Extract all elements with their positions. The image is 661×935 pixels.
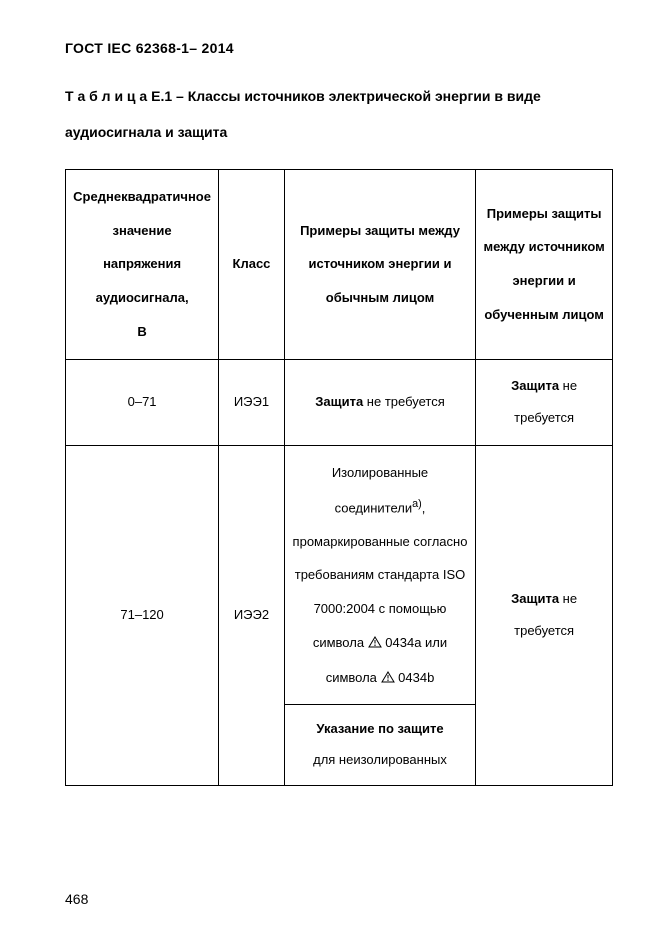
data-table: Среднеквадратичное значение напряжения а… (65, 169, 613, 786)
cell-class-1: ИЭЭ1 (219, 359, 285, 445)
th-voltage-text: Среднеквадратичное значение напряжения а… (73, 189, 211, 305)
rest-text: для неизолированных (313, 752, 447, 767)
doc-header: ГОСТ IEC 62368-1– 2014 (65, 40, 613, 56)
page-number: 468 (65, 891, 88, 907)
rest-text: не требуется (363, 394, 445, 409)
table-caption: Т а б л и ц а Е.1 – Классы источников эл… (65, 78, 613, 151)
bold-heading: Указание по защите (316, 721, 443, 736)
cell-range-2: 71–120 (66, 445, 219, 785)
th-voltage: Среднеквадратичное значение напряжения а… (66, 169, 219, 359)
cell-prot-tr-1: Защита не требуется (476, 359, 613, 445)
bold-word: Защита (315, 394, 363, 409)
text-d: 0434b (395, 670, 435, 685)
cell-prot-tr-2: Защита не требуется (476, 445, 613, 785)
table-row: 0–71 ИЭЭ1 Защита не требуется Защита не … (66, 359, 613, 445)
caution-triangle-icon (368, 627, 382, 661)
cell-class-2: ИЭЭ2 (219, 445, 285, 785)
caution-triangle-icon (381, 662, 395, 696)
caption-prefix: Т а б л и ц а (65, 88, 147, 104)
table-row: 71–120 ИЭЭ2 Изолированные соединителиa),… (66, 445, 613, 785)
th-class: Класс (219, 169, 285, 359)
bold-word: Защита (511, 378, 559, 393)
bold-word: Защита (511, 591, 559, 606)
th-protection-trained: Примеры защиты между источником энергии … (476, 169, 613, 359)
th-protection-ordinary: Примеры защиты между источником энергии … (284, 169, 475, 359)
th-voltage-unit: В (137, 324, 146, 339)
sup-note: a) (412, 498, 422, 510)
cell-prot-ord-2: Изолированные соединителиa), промаркиров… (284, 445, 475, 785)
table-header-row: Среднеквадратичное значение напряжения а… (66, 169, 613, 359)
cell-range-1: 0–71 (66, 359, 219, 445)
cell-prot-ord-1: Защита не требуется (284, 359, 475, 445)
